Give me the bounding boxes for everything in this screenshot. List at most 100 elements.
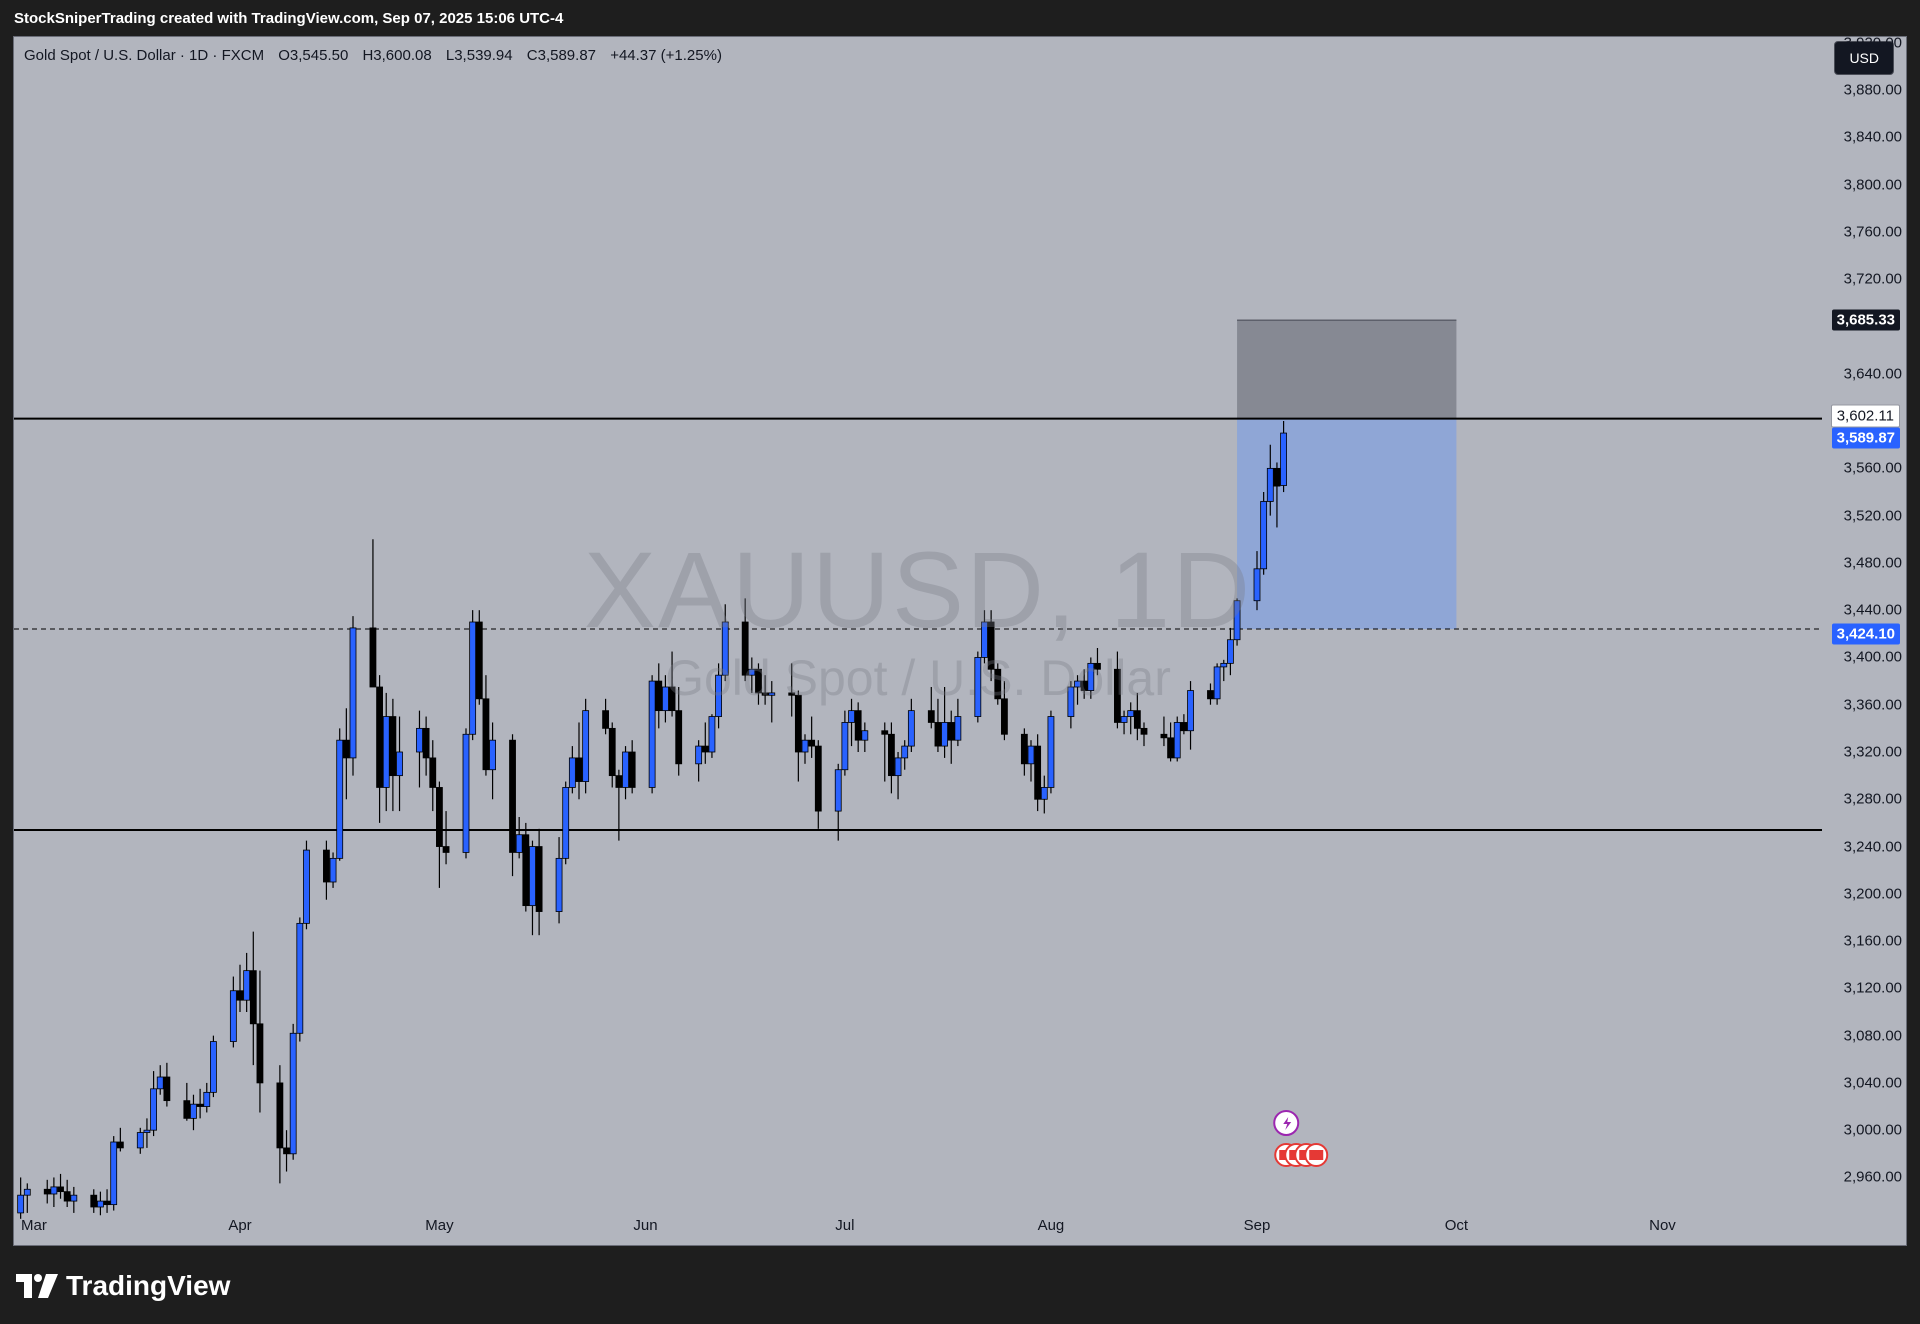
ohlc-low: L3,539.94 bbox=[445, 47, 513, 64]
bear-candle bbox=[701, 745, 709, 753]
price-tick-label: 3,000.00 bbox=[1843, 1121, 1902, 1139]
bull-candle bbox=[1260, 501, 1268, 570]
bull-candle bbox=[349, 627, 357, 759]
price-tick-label: 3,080.00 bbox=[1843, 1027, 1902, 1045]
time-tick-label: Sep bbox=[1243, 1217, 1271, 1234]
bull-candle bbox=[555, 857, 563, 912]
bear-candle bbox=[1207, 690, 1214, 700]
bear-candle bbox=[57, 1186, 64, 1193]
bull-candle bbox=[861, 730, 869, 741]
bull-candle bbox=[1220, 662, 1228, 668]
bear-candle bbox=[987, 621, 995, 670]
tradingview-logo[interactable]: TradingView bbox=[16, 1270, 230, 1302]
bull-candle bbox=[768, 692, 776, 696]
price-tick-label: 3,480.00 bbox=[1843, 554, 1902, 572]
bull-candle bbox=[648, 680, 656, 788]
bear-candle bbox=[741, 621, 749, 676]
bear-candle bbox=[675, 710, 683, 765]
footer-bar: TradingView bbox=[0, 1246, 1920, 1324]
bear-candle bbox=[535, 846, 543, 912]
bull-candle bbox=[1280, 432, 1287, 486]
flag-stripes bbox=[1309, 1150, 1324, 1160]
price-tick-label: 3,360.00 bbox=[1843, 696, 1902, 714]
bull-candle bbox=[662, 686, 669, 712]
price-tick-label: 3,040.00 bbox=[1843, 1074, 1902, 1092]
time-tick-label: May bbox=[425, 1217, 454, 1234]
bull-candle bbox=[715, 674, 722, 717]
bull-candle bbox=[848, 710, 855, 723]
bear-candle bbox=[814, 745, 822, 812]
bear-candle bbox=[1167, 737, 1174, 759]
time-tick-label: Oct bbox=[1444, 1217, 1469, 1234]
bear-candle bbox=[888, 733, 895, 777]
bear-candle bbox=[256, 1023, 264, 1084]
bull-candle bbox=[303, 849, 310, 924]
bull-candle bbox=[243, 970, 251, 1001]
chart-panel[interactable]: XAUUSD, 1D Gold Spot / U.S. Dollar Gold … bbox=[13, 36, 1907, 1246]
price-tick-label: 3,720.00 bbox=[1843, 270, 1902, 288]
target-price-tag: 3,685.33 bbox=[1831, 309, 1900, 331]
bear-candle bbox=[655, 680, 663, 712]
bull-candle bbox=[721, 621, 729, 676]
bear-candle bbox=[482, 698, 490, 771]
bull-candle bbox=[50, 1186, 58, 1195]
bull-candle bbox=[190, 1103, 197, 1119]
bull-candle bbox=[1067, 686, 1075, 717]
ohlc-high: H3,600.08 bbox=[362, 47, 432, 64]
time-axis[interactable]: Mar Apr May Jun Jul Aug Sep Oct Nov bbox=[14, 1207, 1822, 1245]
bull-candle bbox=[981, 621, 988, 658]
chart-attribution: StockSniperTrading created with TradingV… bbox=[0, 0, 1920, 36]
bull-candle bbox=[841, 722, 849, 771]
bear-candle bbox=[43, 1188, 51, 1195]
symbol-description-watermark: Gold Spot / U.S. Dollar bbox=[665, 650, 1171, 706]
bull-candle bbox=[1027, 745, 1035, 765]
bull-candle bbox=[136, 1132, 144, 1149]
bull-candle bbox=[150, 1088, 157, 1131]
tradingview-logo-icon bbox=[16, 1274, 58, 1298]
bull-candle bbox=[110, 1141, 118, 1206]
bear-candle bbox=[116, 1141, 124, 1149]
bull-candle bbox=[1173, 722, 1181, 759]
price-tick-label: 3,800.00 bbox=[1843, 176, 1902, 194]
bull-candle bbox=[582, 710, 590, 782]
tradingview-logo-text: TradingView bbox=[66, 1270, 231, 1301]
bull-candle bbox=[229, 990, 237, 1042]
bear-candle bbox=[1034, 745, 1042, 800]
bear-candle bbox=[342, 739, 350, 759]
bull-candle bbox=[143, 1129, 151, 1133]
symbol-legend[interactable]: Gold Spot / U.S. Dollar · 1D · FXCM O3,5… bbox=[24, 47, 732, 64]
bear-candle bbox=[668, 686, 676, 712]
bull-candle bbox=[1074, 680, 1081, 688]
bear-candle bbox=[429, 757, 437, 788]
bear-candle bbox=[389, 716, 397, 777]
bear-candle bbox=[881, 730, 889, 735]
price-tick-label: 3,320.00 bbox=[1843, 743, 1902, 761]
last-price-tag: 3,589.87 bbox=[1831, 427, 1900, 449]
bear-candle bbox=[376, 686, 383, 788]
bear-candle bbox=[854, 710, 862, 741]
time-tick-label: Aug bbox=[1037, 1217, 1065, 1234]
bear-candle bbox=[1140, 727, 1148, 735]
bull-candle bbox=[1213, 666, 1221, 700]
bull-candle bbox=[329, 857, 337, 883]
bull-candle bbox=[70, 1194, 78, 1202]
bear-candle bbox=[103, 1200, 111, 1206]
ohlc-open: O3,545.50 bbox=[278, 47, 349, 64]
bull-candle bbox=[748, 668, 756, 676]
time-tick-label: Jul bbox=[835, 1217, 855, 1234]
price-axis[interactable]: USD 2,960.00 3,000.00 3,040.00 3,080.00 3,12… bbox=[1822, 37, 1906, 1207]
bull-candle bbox=[562, 787, 570, 859]
entry-price-tag: 3,424.10 bbox=[1831, 623, 1900, 645]
currency-button[interactable]: USD bbox=[1834, 41, 1894, 75]
bear-candle bbox=[602, 710, 609, 729]
candlestick-chart[interactable] bbox=[14, 37, 1907, 1246]
bull-candle bbox=[1187, 690, 1194, 732]
bull-candle bbox=[469, 621, 477, 735]
symbol-name[interactable]: Gold Spot / U.S. Dollar · 1D · FXCM bbox=[24, 47, 265, 64]
bull-candle bbox=[1253, 568, 1261, 602]
bear-candle bbox=[522, 834, 530, 907]
bull-candle bbox=[296, 922, 304, 1034]
bear-candle bbox=[236, 990, 244, 1001]
bear-candle bbox=[249, 970, 257, 1025]
bear-candle bbox=[934, 722, 942, 747]
